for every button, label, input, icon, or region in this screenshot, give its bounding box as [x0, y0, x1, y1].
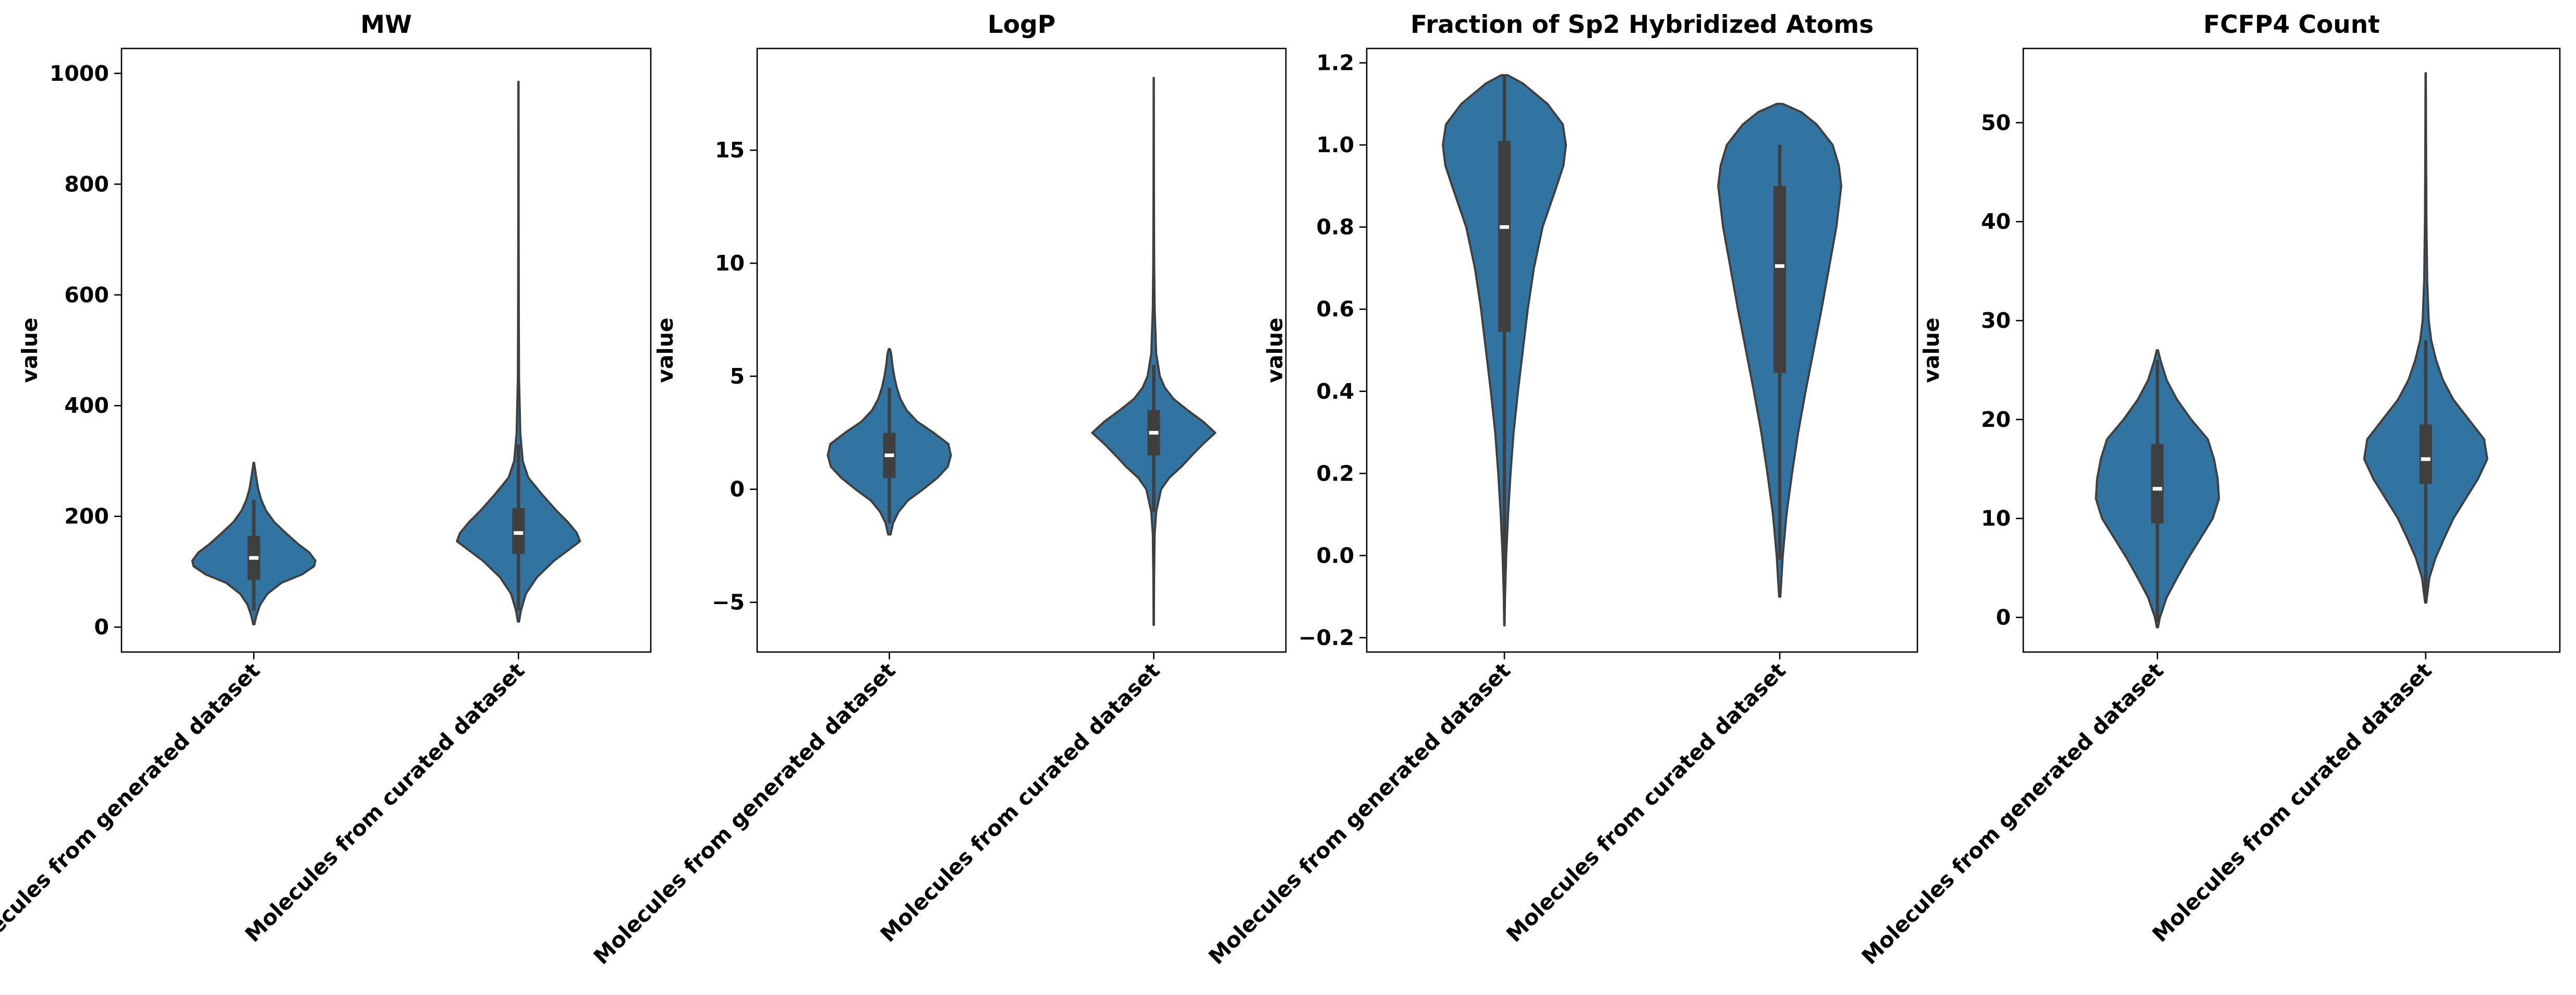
panel-1: MW value 0 200 400 600 800 1000 Molecules from g…: [0, 10, 652, 969]
panel-title: FCFP4 Count: [2203, 10, 2379, 39]
violin-iqr-box: [2151, 444, 2164, 524]
panel-3: Fraction of Sp2 Hybridized Atoms value −0.…: [1204, 10, 1918, 969]
x-tick-label: Molecules from generated dataset: [589, 658, 901, 969]
y-tick-label: 20: [1981, 407, 2011, 432]
x-tick-label: Molecules from generated dataset: [1204, 658, 1515, 969]
y-tick-label: 10: [715, 251, 745, 276]
y-axis-label: value: [653, 317, 678, 383]
y-axis-label: value: [17, 317, 42, 383]
panel-4: FCFP4 Count value 0 10 20 30 40 50 Molecules fro…: [1857, 10, 2561, 969]
violin-body: [1091, 77, 1217, 626]
x-tick-label: Molecules from generated dataset: [0, 658, 265, 969]
violin-iqr-box: [2419, 424, 2432, 484]
violin-2: [456, 80, 581, 623]
y-tick-label: 15: [715, 138, 745, 163]
y-tick-label: 0: [94, 615, 109, 640]
y-tick-label: 1000: [50, 61, 109, 86]
y-tick-label: 30: [1981, 308, 2011, 333]
y-tick-label: 200: [64, 504, 109, 529]
violin-body: [2363, 72, 2488, 604]
y-tick-label: 40: [1981, 209, 2011, 234]
y-tick-label: −5: [712, 590, 745, 615]
x-tick-label: Molecules from curated dataset: [2147, 658, 2437, 947]
x-tick-label: Molecules from curated dataset: [876, 658, 1165, 947]
violin-1: [827, 348, 952, 536]
y-axis-label: value: [1919, 317, 1944, 383]
axes-frame: [2022, 47, 2561, 653]
x-tick-label: Molecules from curated dataset: [1501, 658, 1791, 947]
y-tick-label: −0.2: [1298, 625, 1354, 650]
y-tick-label: 0.8: [1316, 215, 1354, 240]
y-tick-label: 0: [730, 477, 745, 502]
y-tick-label: 800: [64, 171, 109, 196]
panel-2: LogP value −5 0 5 10 15 Molecules from generate…: [589, 10, 1287, 969]
violin-iqr-box: [512, 508, 525, 554]
violin-2: [1717, 103, 1842, 598]
violin-1: [1442, 74, 1567, 627]
y-tick-label: 10: [1981, 506, 2011, 531]
violin-2: [1091, 77, 1217, 626]
panel-title: MW: [360, 10, 412, 39]
axes-frame: [756, 47, 1287, 653]
axes-frame: [120, 47, 652, 653]
y-tick-label: 50: [1981, 110, 2011, 135]
panel-title: Fraction of Sp2 Hybridized Atoms: [1411, 10, 1874, 39]
y-tick-label: 1.2: [1316, 51, 1354, 76]
axes-frame: [1366, 47, 1918, 653]
x-tick-label: Molecules from generated dataset: [1857, 658, 2169, 969]
y-tick-label: 0: [1996, 605, 2011, 630]
y-tick-label: 0.2: [1316, 461, 1354, 486]
violin-2: [2363, 72, 2488, 604]
violin-body: [456, 80, 581, 623]
y-tick-label: 400: [64, 393, 109, 418]
violin-iqr-box: [1773, 186, 1786, 373]
x-tick-label: Molecules from curated dataset: [240, 658, 530, 947]
y-axis-label: value: [1262, 317, 1287, 383]
y-tick-label: 5: [730, 364, 745, 389]
y-tick-label: 0.0: [1316, 543, 1354, 568]
violin-1: [191, 461, 317, 625]
y-tick-label: 600: [64, 282, 109, 308]
violin-iqr-box: [1498, 141, 1511, 332]
violin-1: [2095, 349, 2220, 629]
y-tick-label: 0.4: [1316, 379, 1354, 404]
y-tick-label: 0.6: [1316, 297, 1354, 322]
panel-title: LogP: [988, 10, 1055, 39]
y-tick-label: 1.0: [1316, 132, 1354, 157]
